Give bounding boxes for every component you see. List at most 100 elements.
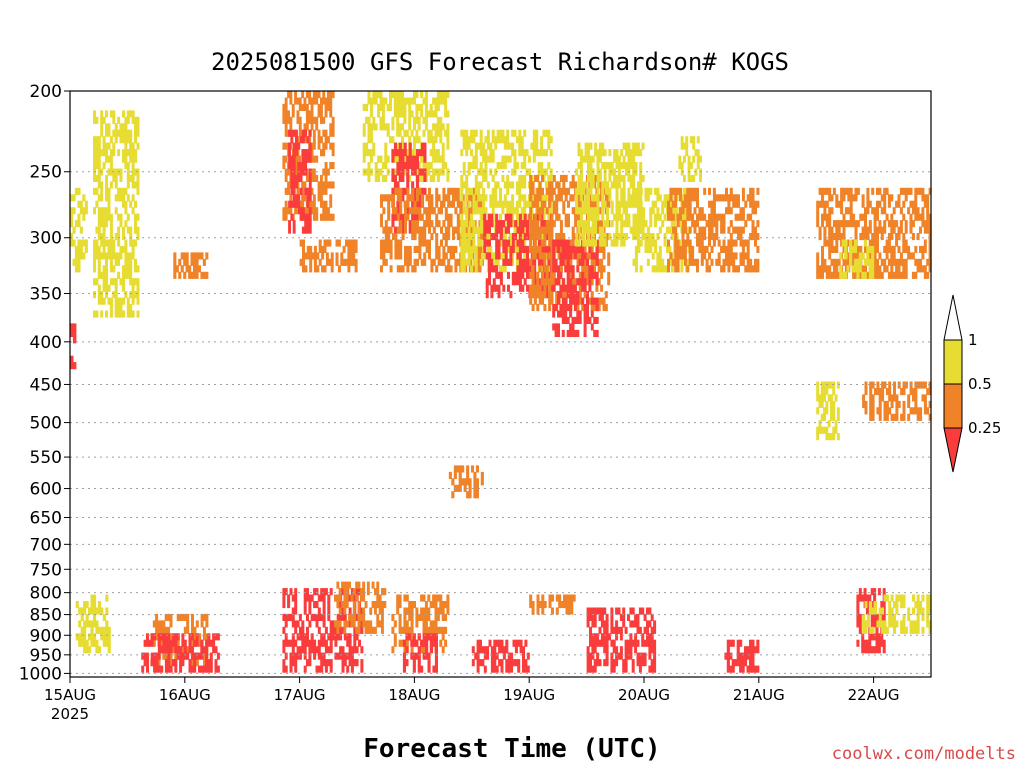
heatmap-cell [124, 129, 128, 137]
heatmap-cell [591, 194, 595, 202]
heatmap-cell [420, 103, 424, 111]
heatmap-cell [493, 652, 497, 660]
heatmap-cell [732, 265, 736, 273]
heatmap-cell [413, 226, 417, 234]
heatmap-cell [162, 620, 166, 628]
heatmap-cell [322, 588, 326, 596]
heatmap-cell [408, 194, 412, 202]
heatmap-cell [301, 103, 305, 111]
heatmap-cell [131, 149, 135, 157]
heatmap-cell [97, 207, 101, 215]
heatmap-cell [689, 162, 693, 170]
heatmap-cell [661, 207, 665, 215]
heatmap-cell [392, 194, 395, 202]
heatmap-cell [193, 252, 197, 260]
heatmap-cell [571, 323, 575, 331]
heatmap-cell [663, 233, 667, 241]
heatmap-cell [923, 194, 927, 202]
heatmap-cell [634, 213, 638, 221]
heatmap-cell [202, 271, 206, 279]
heatmap-cell [320, 97, 323, 105]
heatmap-cell [632, 155, 636, 163]
heatmap-cell [308, 155, 312, 163]
heatmap-cell [320, 665, 324, 673]
heatmap-cell [100, 123, 104, 131]
heatmap-cell [339, 626, 343, 634]
heatmap-cell [141, 652, 145, 660]
heatmap-cell [105, 252, 108, 260]
heatmap-cell [512, 639, 516, 647]
heatmap-cell [129, 200, 133, 208]
heatmap-cell [343, 588, 347, 596]
heatmap-cell [557, 278, 560, 286]
heatmap-cell [573, 297, 577, 305]
heatmap-cell [541, 239, 544, 247]
heatmap-cell [482, 187, 486, 195]
heatmap-cell [622, 659, 626, 667]
heatmap-cell [417, 103, 421, 111]
heatmap-cell [816, 271, 820, 279]
heatmap-cell [483, 652, 487, 660]
heatmap-cell [348, 639, 352, 647]
heatmap-cell [751, 639, 755, 647]
heatmap-cell [152, 620, 156, 628]
heatmap-cell [577, 226, 581, 234]
heatmap-cell [832, 233, 836, 241]
heatmap-cell [122, 129, 125, 137]
heatmap-cell [362, 129, 366, 137]
heatmap-cell [513, 162, 517, 170]
heatmap-cell [310, 594, 314, 602]
heatmap-cell [670, 265, 674, 273]
heatmap-cell [367, 149, 371, 157]
heatmap-cell [832, 258, 836, 266]
heatmap-cell [112, 278, 116, 286]
heatmap-cell [348, 633, 352, 641]
heatmap-cell [741, 226, 745, 234]
heatmap-cell [440, 207, 443, 215]
heatmap-cell [291, 639, 295, 647]
heatmap-cell [90, 620, 94, 628]
heatmap-cell [432, 136, 436, 144]
heatmap-cell [377, 174, 381, 182]
heatmap-cell [322, 142, 326, 150]
heatmap-cell [518, 129, 522, 137]
heatmap-cell [841, 239, 845, 247]
heatmap-cell [330, 258, 334, 266]
heatmap-cell [622, 607, 626, 615]
heatmap-cell [93, 239, 96, 247]
heatmap-cell [436, 91, 440, 99]
heatmap-cell [506, 174, 510, 182]
heatmap-cell [868, 220, 872, 228]
heatmap-cell [575, 194, 579, 202]
heatmap-cell [627, 646, 630, 654]
heatmap-cell [596, 162, 600, 170]
heatmap-cell [751, 226, 755, 234]
heatmap-cell [70, 323, 74, 331]
heatmap-cell [304, 129, 308, 137]
heatmap-cell [491, 252, 495, 260]
heatmap-cell [681, 239, 685, 247]
heatmap-cell [134, 149, 137, 157]
heatmap-cell [427, 594, 431, 602]
heatmap-cell [97, 258, 101, 266]
heatmap-cell [816, 220, 820, 228]
heatmap-cell [634, 646, 638, 654]
heatmap-cell [396, 265, 400, 273]
heatmap-cell [581, 304, 585, 312]
heatmap-cell [613, 174, 617, 182]
heatmap-cell [722, 265, 726, 273]
heatmap-cell [557, 181, 561, 189]
heatmap-cell [384, 155, 388, 163]
heatmap-cell [670, 220, 674, 228]
heatmap-cell [369, 97, 373, 105]
heatmap-cell [543, 265, 547, 273]
heatmap-cell [408, 613, 412, 621]
heatmap-cell [678, 162, 682, 170]
heatmap-cell [493, 639, 497, 647]
heatmap-cell [571, 207, 575, 215]
heatmap-cell [520, 174, 524, 182]
heatmap-cell [422, 162, 426, 170]
heatmap-cell [828, 194, 832, 202]
heatmap-cell [131, 181, 135, 189]
heatmap-cell [313, 258, 317, 266]
